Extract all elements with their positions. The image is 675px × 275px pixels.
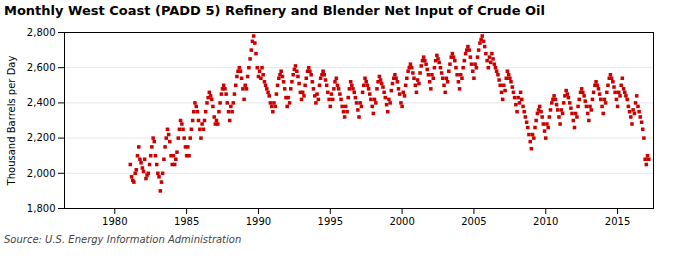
html-text:Monthly West Coast (PADD 5) Re: Monthly West Coast (PADD 5) Refinery and… — [4, 3, 545, 18]
svg-text:2,600: 2,600 — [27, 62, 56, 73]
svg-text:2,000: 2,000 — [27, 167, 56, 178]
svg-text:1995: 1995 — [318, 215, 343, 226]
svg-text:Thousand Barrels per Day: Thousand Barrels per Day — [6, 55, 17, 186]
svg-text:2,200: 2,200 — [27, 132, 56, 143]
svg-text:2010: 2010 — [533, 215, 558, 226]
svg-text:1,800: 1,800 — [27, 203, 56, 214]
svg-text:1980: 1980 — [102, 215, 127, 226]
svg-text:2005: 2005 — [461, 215, 486, 226]
svg-text:1990: 1990 — [246, 215, 271, 226]
svg-text:2000: 2000 — [389, 215, 414, 226]
svg-text:2015: 2015 — [605, 215, 630, 226]
svg-text:2,800: 2,800 — [27, 27, 56, 38]
svg-text:2,400: 2,400 — [27, 97, 56, 108]
html-text:Source: U.S. Energy Informatio: Source: U.S. Energy Information Administ… — [4, 233, 242, 245]
svg-text:1985: 1985 — [174, 215, 199, 226]
